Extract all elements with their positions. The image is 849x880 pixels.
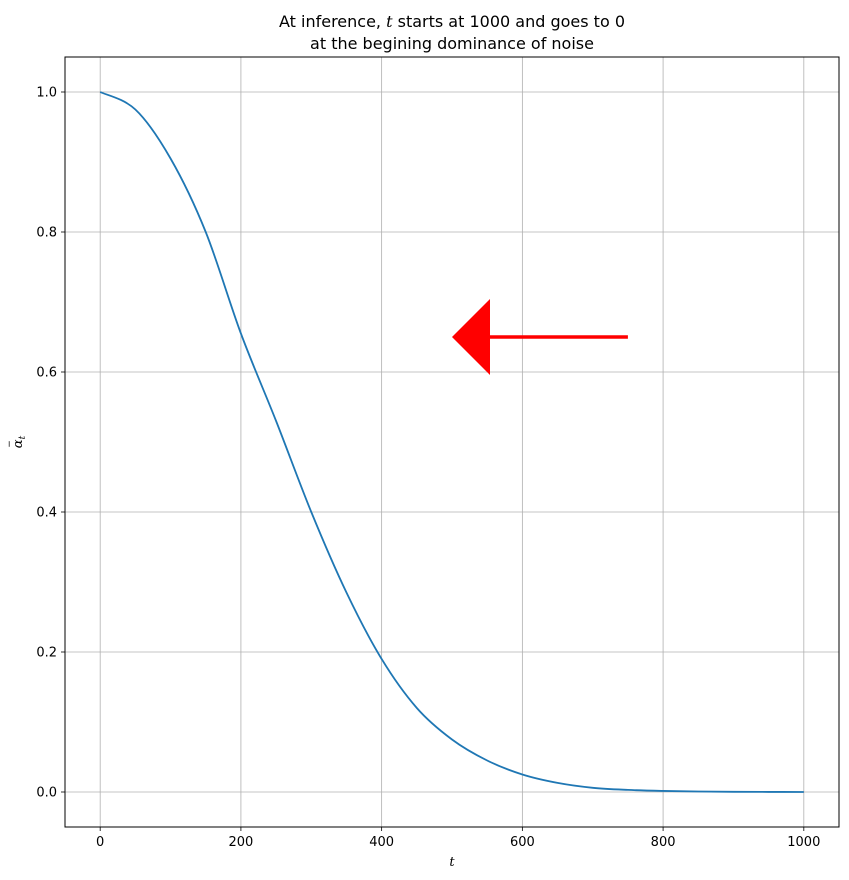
x-tick-label: 0 (96, 835, 104, 850)
y-axis-label-group: αt − (5, 435, 28, 448)
annotation-arrow-head (452, 299, 490, 375)
x-tick-label: 200 (228, 835, 253, 850)
x-tick-label: 600 (510, 835, 535, 850)
x-tick-label: 1000 (787, 835, 820, 850)
y-tick-label: 1.0 (36, 86, 57, 101)
chart-title-line-2: at the begining dominance of noise (310, 34, 594, 53)
series-layer (99, 91, 804, 793)
series-line-alpha_bar (99, 91, 804, 793)
plot-frame (64, 56, 840, 828)
x-tick-label: 400 (369, 835, 394, 850)
title-variable: t (386, 12, 393, 31)
y-tick-label: 0.8 (36, 226, 57, 241)
y-tick-label: 0.0 (36, 786, 57, 801)
y-axis-label-sub: t (18, 435, 28, 439)
annotation-layer (452, 299, 628, 375)
y-axis-label-bar: − (5, 440, 15, 448)
y-axis-label-base: α (11, 439, 26, 448)
x-tick-label: 800 (651, 835, 676, 850)
title-suffix: starts at 1000 and goes to 0 (393, 12, 625, 31)
y-tick-label: 0.2 (36, 646, 57, 661)
x-axis-label: t (449, 855, 455, 870)
ticks-layer: 0 200 400 600 800 1000 0.0 0.2 0.4 0.6 0.8 1.0 (36, 86, 820, 851)
y-axis-label: αt (11, 435, 28, 448)
y-tick-label: 0.6 (36, 366, 57, 381)
grid (65, 57, 839, 827)
chart-title-line-1: At inference, t starts at 1000 and goes … (279, 12, 625, 31)
y-tick-label: 0.4 (36, 506, 57, 521)
title-prefix: At inference, (279, 12, 386, 31)
